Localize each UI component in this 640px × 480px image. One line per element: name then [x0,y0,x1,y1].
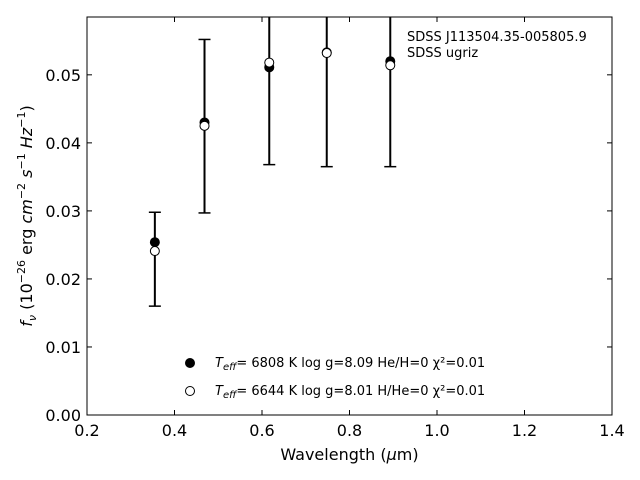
model-point-open [149,246,160,257]
filter-set-annotation: SDSS ugriz [407,46,478,61]
y-tick-label: 0.02 [45,270,81,289]
y-tick-label: 0.03 [45,202,81,221]
y-tick-label: 0.01 [45,338,81,357]
model-point-open [199,120,210,131]
x-tick-label: 1.0 [424,421,449,440]
x-axis-title: Wavelength (μm) [280,445,418,464]
legend-model-filled: 6808 K log g=8.09 He/H=0 χ²=0.01 [251,356,485,371]
x-tick-label: 0.8 [337,421,362,440]
x-tick-label: 1.4 [599,421,624,440]
y-tick-label: 0.00 [45,406,81,425]
x-tick-label: 1.2 [512,421,537,440]
y-axis-title: fν (10−26 erg cm−2 s−1 Hz−1) [15,105,39,326]
data-points [149,47,396,257]
y-tick-label: 0.04 [45,134,81,153]
x-tick-label: 0.6 [249,421,274,440]
model-point-open [385,60,396,71]
legend-model-open: 6644 K log g=8.01 H/He=0 χ²=0.01 [251,384,485,399]
model-point-filled [149,237,160,248]
legend-entry-filled: Teff= 6808 K log g=8.09 He/H=0 χ²=0.01 [215,356,485,373]
model-point-open [321,48,332,59]
legend-marker-filled [185,358,195,368]
y-tick-label: 0.05 [45,66,81,85]
object-name-annotation: SDSS J113504.35-005805.9 [407,30,587,45]
axis-ticks: 0.2 0.4 0.6 0.8 1.0 1.2 1.4 0.00 0.01 0.02 0.03 0.0… [45,17,625,440]
legend-marker-open [185,386,195,396]
model-point-open [264,57,275,68]
error-bars [148,17,397,307]
x-tick-label: 0.2 [74,421,99,440]
legend: Teff= 6808 K log g=8.09 He/H=0 χ²=0.01 T… [185,356,485,401]
legend-entry-open: Teff= 6644 K log g=8.01 H/He=0 χ²=0.01 [215,384,485,401]
x-tick-label: 0.4 [162,421,187,440]
